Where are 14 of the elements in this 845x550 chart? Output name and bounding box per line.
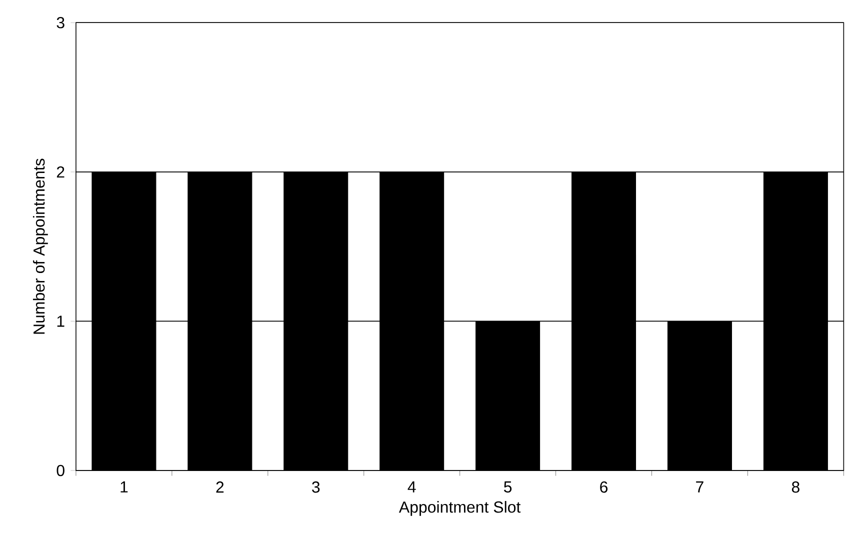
y-tick-label: 0 [56,464,64,476]
y-tick-label: 2 [56,166,64,178]
x-tick-label: 3 [312,481,320,493]
x-tick-label: 1 [120,481,128,492]
y-tick-label: 3 [56,16,64,28]
x-tick-label: 2 [216,481,224,492]
x-tick-label: 5 [504,481,512,492]
x-tick-label: 7 [696,481,704,492]
y-axis-title: Number of Appointments [32,158,48,334]
x-tick-label: 4 [408,481,416,492]
y-tick-label: 1 [57,315,64,326]
x-tick-label: 6 [600,481,608,493]
x-tick-label: 8 [792,481,800,493]
x-axis-title: Appointment Slot [398,500,521,516]
